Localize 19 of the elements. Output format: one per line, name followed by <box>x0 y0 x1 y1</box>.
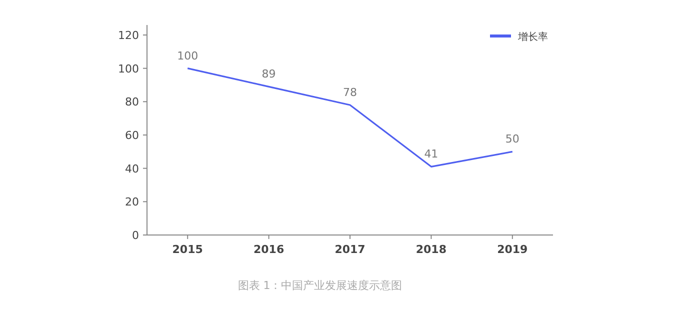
data-label: 50 <box>505 132 520 146</box>
data-label: 100 <box>177 49 198 62</box>
x-tick-label: 2016 <box>253 243 284 256</box>
y-tick-label: 120 <box>118 29 139 42</box>
x-tick-label: 2015 <box>172 243 203 256</box>
y-tick-label: 20 <box>125 196 139 209</box>
y-tick-label: 0 <box>132 229 139 242</box>
x-tick-label: 2019 <box>497 243 528 256</box>
legend-label: 增长率 <box>517 31 548 43</box>
y-tick-label: 60 <box>125 129 139 142</box>
data-label: 89 <box>262 68 276 81</box>
y-tick-label: 40 <box>125 162 139 176</box>
y-tick-label: 80 <box>125 96 139 109</box>
data-label: 41 <box>424 148 438 161</box>
x-tick-label: 2017 <box>334 243 366 256</box>
y-tick-label: 100 <box>118 62 139 76</box>
text: 图表 1：中国产业发展速度示意图 <box>238 279 402 292</box>
x-tick-label: 2018 <box>416 243 447 256</box>
data-label: 78 <box>343 86 357 99</box>
